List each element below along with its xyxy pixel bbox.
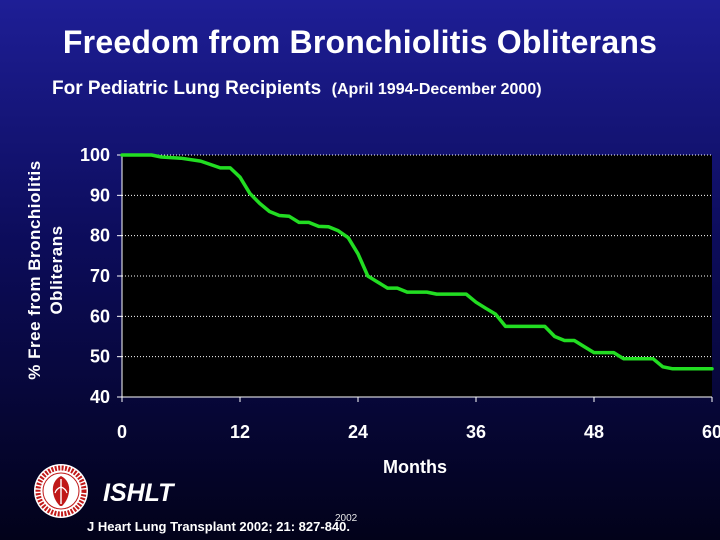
x-tick-label: 60 [702,422,720,442]
y-tick-label: 100 [80,145,110,165]
y-tick-label: 90 [90,185,110,205]
y-tick-label: 70 [90,266,110,286]
x-tick-label: 12 [230,422,250,442]
chart-title: Freedom from Bronchiolitis Obliterans [62,24,658,60]
x-tick-label: 24 [348,422,368,442]
x-tick-label: 48 [584,422,604,442]
chart-subtitle: For Pediatric Lung Recipients (April 199… [52,78,542,100]
citation: J Heart Lung Transplant 2002; 21: 827-84… [87,519,350,534]
x-tick-label: 0 [117,422,127,442]
ishlt-seal-icon [34,464,88,518]
series-line-0 [120,153,714,371]
y-tick-label: 50 [90,347,110,367]
y-tick-label: 40 [90,387,110,407]
y-tick-label: 80 [90,226,110,246]
subtitle-date-range: (April 1994-December 2000) [331,81,542,98]
x-axis-label: Months [383,457,447,477]
x-tick-label: 36 [466,422,486,442]
subtitle-main: For Pediatric Lung Recipients [52,78,322,99]
copyright-year: 2002 [335,513,358,524]
y-tick-label: 60 [90,306,110,326]
organization-name: ISHLT [103,479,174,507]
